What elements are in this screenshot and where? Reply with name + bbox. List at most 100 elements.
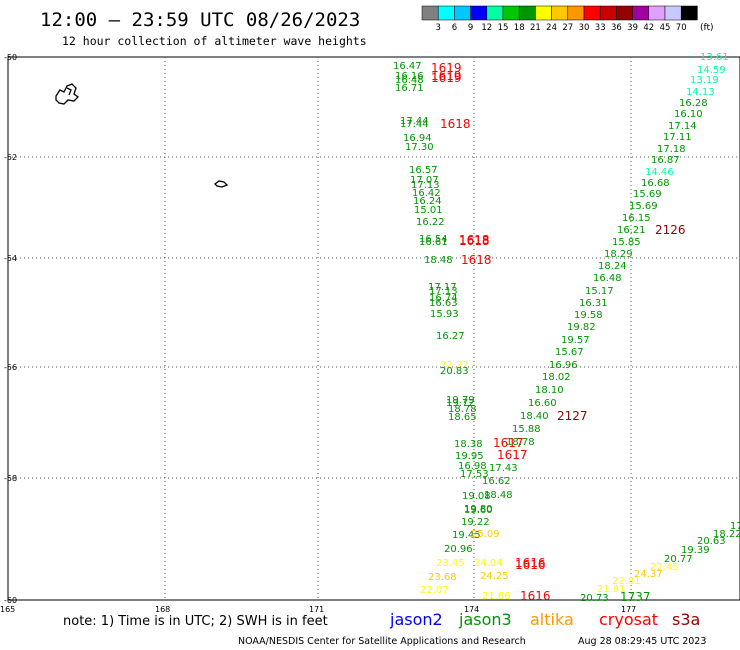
wave-height-label: 18.65 [448, 412, 477, 423]
campbell-island-shape [214, 180, 229, 188]
wave-height-label: 15.17 [585, 286, 614, 297]
wave-height-label: 18.48 [424, 255, 453, 266]
wave-height-label: 16.15 [622, 213, 651, 224]
wave-height-label: 19.45 [452, 530, 481, 541]
wave-height-label: 14.46 [645, 167, 674, 178]
wave-height-label: 16.22 [416, 217, 445, 228]
wave-height-label: 16.27 [436, 331, 465, 342]
wave-height-label: 21.81 [597, 584, 626, 595]
wave-height-label: 16.62 [482, 476, 511, 487]
legend-swatch [648, 5, 666, 21]
time-label: 2126 [655, 223, 686, 237]
wave-height-label: 17 [730, 521, 740, 532]
wave-height-label: 15.69 [633, 189, 662, 200]
satellite-cryosat: cryosat [599, 610, 658, 629]
legend-label: 39 [627, 23, 638, 33]
wave-height-label: 16.87 [651, 155, 680, 166]
lon-label: 171 [309, 605, 324, 614]
wave-height-label: 13.19 [690, 75, 719, 86]
wave-height-label: 16.68 [641, 178, 670, 189]
wave-height-label: 17.13 [411, 180, 440, 191]
wave-height-label: 18.29 [604, 249, 633, 260]
wave-height-label: 16.94 [403, 133, 432, 144]
color-legend [421, 5, 698, 21]
legend-label: 42 [643, 23, 654, 33]
wave-height-label: 16.48 [593, 273, 622, 284]
legend-swatch [664, 5, 682, 21]
wave-height-label: 22.45 [650, 562, 679, 573]
legend-unit: (ft) [700, 23, 714, 33]
wave-height-label: 19.60 [464, 505, 493, 516]
time-label: 2127 [557, 409, 588, 423]
island-outlines [55, 83, 229, 188]
legend-swatch [632, 5, 650, 21]
wave-height-label: 16.42 [412, 188, 441, 199]
legend-label: 18 [514, 23, 525, 33]
wave-height-label: 21.66 [482, 591, 511, 602]
wave-height-label: 16.31 [579, 298, 608, 309]
legend-swatch [470, 5, 488, 21]
legend-label: 33 [595, 23, 606, 33]
wave-height-label: 20.73 [580, 593, 609, 604]
satellite-jason2: jason2 [389, 610, 443, 629]
legend-label: 15 [498, 23, 509, 33]
wave-height-label: 20.63 [697, 536, 726, 547]
legend-swatch [421, 5, 439, 21]
wave-height-label: 20.96 [444, 544, 473, 555]
wave-height-label: 15.93 [430, 309, 459, 320]
wave-height-label: 16.54 [419, 234, 448, 245]
wave-height-label: 16.74 [429, 293, 458, 304]
footer-timestamp: Aug 28 08:29:45 UTC 2023 [578, 636, 706, 647]
legend-label: 9 [468, 23, 473, 33]
wave-height-readings: 16.4716.1616.4816.7117.4417.4416.9417.30… [393, 52, 740, 604]
lon-label: 174 [464, 605, 479, 614]
wave-height-label: 19.08 [462, 491, 491, 502]
legend-label: 36 [611, 23, 622, 33]
wave-height-label: 17.07 [410, 175, 439, 186]
wave-height-label: 23.68 [428, 572, 457, 583]
time-label: 1617 [497, 448, 528, 462]
wave-height-label: 24.37 [634, 569, 663, 580]
wave-height-label: 16.47 [393, 61, 422, 72]
lat-label: -58 [4, 474, 17, 483]
wave-height-label: 24.04 [474, 558, 503, 569]
lat-label: -52 [4, 153, 17, 162]
lat-label: -60 [4, 596, 17, 605]
legend-swatch [680, 5, 698, 21]
legend-label: 27 [562, 23, 573, 33]
legend-label: 6 [452, 23, 457, 33]
wave-height-label: 15.85 [612, 237, 641, 248]
wave-height-label: 19.72 [446, 398, 475, 409]
wave-height-label: 19.82 [567, 322, 596, 333]
wave-height-label: 14.59 [697, 65, 726, 76]
wave-height-label: 13.61 [700, 52, 729, 63]
wave-height-label: 25.09 [471, 529, 500, 540]
wave-height-label: 16.71 [395, 83, 424, 94]
axis-labels: -50 -52 -54 -56 -58 -60 165 168 171 174 … [0, 53, 636, 614]
wave-height-label: 15.88 [512, 424, 541, 435]
wave-height-label: 17.14 [668, 121, 697, 132]
wave-height-label: 19.57 [561, 335, 590, 346]
satellite-legend: jason2 jason3 altika cryosat s3a [389, 610, 700, 629]
wave-height-label: 18.02 [542, 372, 571, 383]
legend-label: 3 [435, 23, 440, 33]
wave-height-label: 22.81 [612, 576, 641, 587]
wave-height-label: 16.61 [419, 237, 448, 248]
wave-height-label: 18.10 [535, 385, 564, 396]
wave-height-label: 17.30 [405, 142, 434, 153]
wave-height-label: 19.95 [455, 451, 484, 462]
wave-height-label: 16.48 [395, 75, 424, 86]
legend-label: 24 [546, 23, 557, 33]
time-label: 1619 [431, 61, 462, 75]
legend-swatch [502, 5, 520, 21]
legend-label: 12 [481, 23, 492, 33]
time-label: 1619 [431, 69, 462, 83]
wave-height-label: 16.98 [458, 461, 487, 472]
wave-height-label: 19.79 [446, 395, 475, 406]
footer-credit: NOAA/NESDIS Center for Satellite Applica… [238, 636, 526, 647]
legend-swatch [518, 5, 536, 21]
time-label: 1616 [515, 556, 546, 570]
wave-height-label: 16.57 [409, 165, 438, 176]
wave-height-label: 16.60 [528, 398, 557, 409]
auckland-islands-shape [66, 87, 72, 96]
